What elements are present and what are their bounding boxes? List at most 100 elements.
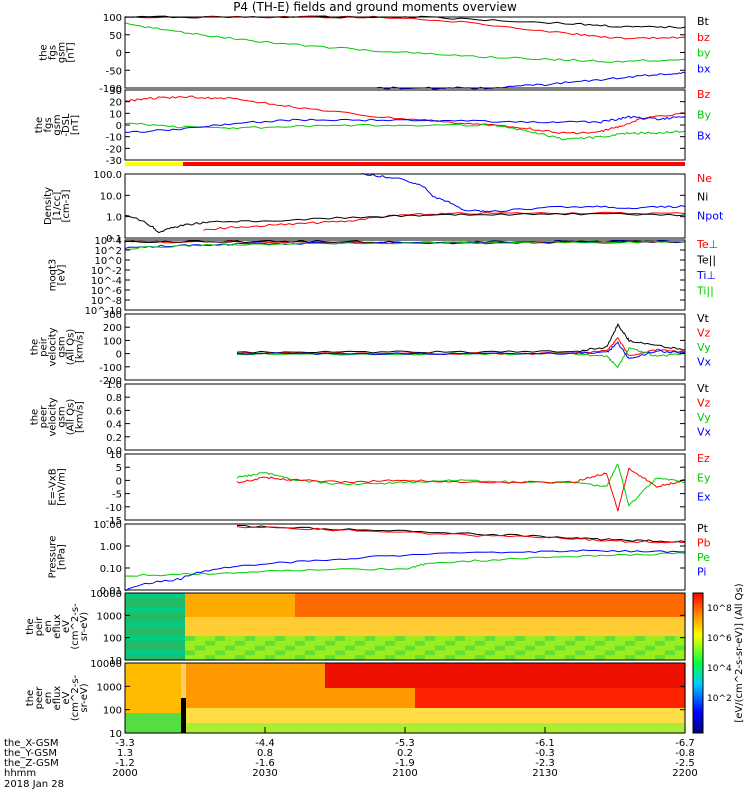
- spectrogram-cell: [445, 645, 456, 652]
- spectrogram-cell: [185, 693, 196, 699]
- spectrogram-cell: [415, 668, 426, 674]
- spectrogram-cell: [145, 698, 156, 704]
- spectrogram-cell: [265, 673, 276, 679]
- spectrogram-cell: [155, 673, 166, 679]
- spectrogram-cell: [205, 650, 216, 656]
- spectrogram-cell: [265, 718, 276, 724]
- spectrogram-cell: [495, 616, 506, 623]
- spectrogram-cell: [155, 612, 166, 618]
- spectrogram-cell: [635, 713, 646, 719]
- spectrogram-cell: [605, 703, 616, 709]
- spectrogram-cell: [605, 640, 616, 647]
- spectrogram-cell: [175, 718, 186, 724]
- spectrogram-cell: [445, 631, 456, 637]
- spectrogram-cell: [125, 631, 136, 637]
- y-axis-label: fgs: [43, 117, 54, 132]
- series-line-Vy: [236, 347, 686, 369]
- spectrogram-cell: [535, 718, 546, 724]
- spectrogram-cell: [215, 621, 226, 628]
- spectrogram-cell: [445, 713, 456, 719]
- spectrogram-cell: [295, 612, 306, 618]
- spectrogram-cell: [665, 688, 676, 694]
- spectrogram-cell: [375, 612, 386, 618]
- spectrogram-cell: [615, 631, 626, 637]
- spectrogram-cell: [465, 650, 476, 656]
- spectrogram-cell: [325, 655, 336, 661]
- spectrogram-cell: [625, 650, 636, 656]
- spectrogram-cell: [545, 703, 556, 709]
- legend-entry: By: [697, 109, 712, 122]
- spectrogram-cell: [335, 645, 346, 652]
- y-tick-label: 100.0: [93, 170, 122, 181]
- spectrogram-cell: [465, 616, 476, 623]
- spectrogram-cell: [545, 713, 556, 719]
- spectrogram-cell: [315, 597, 326, 604]
- spectrogram-cell: [385, 663, 396, 669]
- spectrogram-cell: [165, 688, 176, 694]
- spectrogram-cell: [575, 673, 586, 679]
- spectrogram-cell: [405, 708, 416, 714]
- spectrogram-cell: [605, 663, 616, 669]
- spectrogram-cell: [525, 663, 536, 669]
- spectrogram-cell: [325, 640, 336, 647]
- spectrogram-cell: [385, 728, 396, 734]
- spectrogram-cell: [275, 621, 286, 628]
- spectrogram-cell: [515, 723, 526, 729]
- spectrogram-cell: [655, 688, 666, 694]
- spectrogram-cell: [485, 593, 496, 599]
- spectrogram-cell: [245, 713, 256, 719]
- spectrogram-cell: [405, 673, 416, 679]
- spectrogram-cell: [605, 688, 616, 694]
- spectrogram-cell: [415, 703, 426, 709]
- spectrogram-cell: [405, 597, 416, 604]
- spectrogram-cell: [255, 718, 266, 724]
- spectrogram-cell: [625, 626, 636, 632]
- spectrogram-cell: [305, 655, 316, 661]
- ephemeris-label: hhmm: [4, 768, 36, 779]
- spectrogram-cell: [215, 723, 226, 729]
- spectrogram-cell: [315, 688, 326, 694]
- spectrogram-cell: [455, 612, 466, 618]
- spectrogram-cell: [585, 602, 596, 608]
- colorbar-tick-label: 10^4: [707, 664, 732, 674]
- spectrogram-cell: [175, 645, 186, 652]
- spectrogram-cell: [525, 718, 536, 724]
- spectrogram-cell: [265, 703, 276, 709]
- spectrogram-cell: [375, 688, 386, 694]
- spectrogram-cell: [215, 663, 226, 669]
- spectrogram-cell: [275, 655, 286, 661]
- spectrogram-cell: [245, 678, 256, 684]
- spectrogram-cell: [255, 616, 266, 623]
- spectrogram-cell: [375, 597, 386, 604]
- spectrogram-cell: [295, 723, 306, 729]
- spectrogram-cell: [345, 728, 356, 734]
- spectrogram-cell: [205, 626, 216, 632]
- spectrogram-cell: [615, 723, 626, 729]
- spectrogram-cell: [165, 645, 176, 652]
- spectrogram-cell: [485, 645, 496, 652]
- spectrogram-cell: [385, 631, 396, 637]
- spectrogram-cell: [585, 612, 596, 618]
- spectrogram-cell: [445, 673, 456, 679]
- spectrogram-cell: [655, 612, 666, 618]
- spectrogram-cell: [335, 655, 346, 661]
- spectrogram-cell: [245, 631, 256, 637]
- spectrogram-cell: [485, 597, 496, 604]
- spectrogram-cell: [565, 668, 576, 674]
- spectrogram-cell: [505, 688, 516, 694]
- y-axis-label: peer: [39, 405, 50, 429]
- spectrogram-cell: [625, 597, 636, 604]
- spectrogram-cell: [525, 655, 536, 661]
- spectrogram-cell: [275, 636, 286, 642]
- spectrogram-cell: [305, 607, 316, 613]
- spectrogram-cell: [385, 708, 396, 714]
- spectrogram-cell: [145, 616, 156, 623]
- spectrogram-cell: [185, 616, 196, 623]
- spectrogram-cell: [375, 703, 386, 709]
- spectrogram-cell: [165, 708, 176, 714]
- y-axis-label: -DSL: [61, 113, 72, 137]
- spectrogram-cell: [165, 616, 176, 623]
- spectrogram-cell: [125, 698, 136, 704]
- spectrogram-cell: [255, 668, 266, 674]
- spectrogram-cell: [195, 650, 206, 656]
